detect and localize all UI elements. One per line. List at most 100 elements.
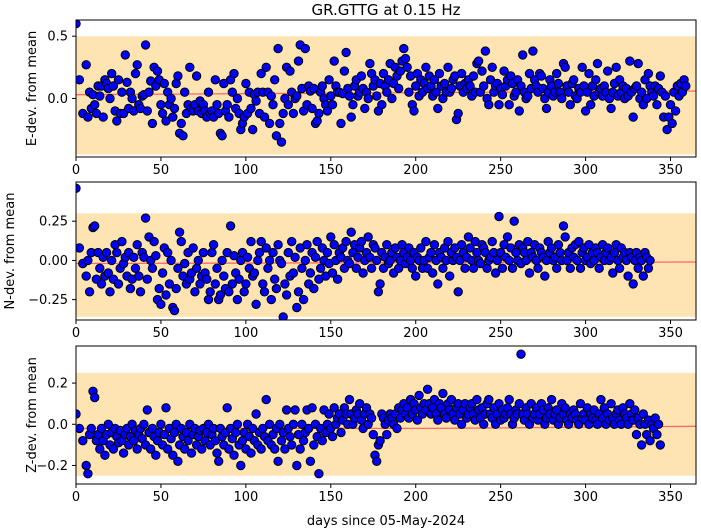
data-point bbox=[394, 83, 404, 94]
data-point bbox=[173, 71, 183, 81]
data-point bbox=[288, 268, 299, 278]
data-point bbox=[434, 68, 445, 79]
data-point bbox=[105, 287, 115, 297]
data-point bbox=[560, 232, 570, 242]
data-point bbox=[229, 251, 239, 261]
data-point bbox=[275, 419, 285, 429]
data-point bbox=[151, 450, 161, 460]
data-point bbox=[293, 56, 304, 66]
data-point bbox=[358, 268, 368, 278]
data-point bbox=[433, 103, 443, 114]
plot-area bbox=[76, 183, 696, 320]
data-point bbox=[372, 255, 382, 266]
data-point bbox=[341, 236, 351, 247]
data-point bbox=[377, 100, 387, 110]
data-point bbox=[528, 46, 538, 56]
data-point bbox=[292, 460, 302, 471]
data-point bbox=[210, 279, 221, 289]
data-point bbox=[402, 62, 412, 73]
data-point bbox=[560, 62, 570, 73]
data-point bbox=[516, 349, 526, 359]
data-point bbox=[453, 108, 463, 119]
data-point bbox=[375, 279, 385, 289]
data-point bbox=[248, 423, 258, 434]
data-point bbox=[324, 75, 334, 85]
x-tick-label: 150 bbox=[318, 490, 343, 505]
x-tick-label: 300 bbox=[573, 490, 598, 505]
data-point bbox=[246, 236, 256, 247]
data-point bbox=[468, 263, 479, 273]
data-point bbox=[662, 124, 672, 135]
data-point bbox=[370, 243, 380, 253]
data-point bbox=[366, 263, 377, 273]
data-point bbox=[322, 247, 333, 258]
data-point bbox=[378, 68, 389, 79]
data-point bbox=[572, 255, 582, 266]
data-point bbox=[304, 423, 314, 434]
data-point bbox=[309, 283, 319, 294]
data-point bbox=[258, 279, 268, 289]
data-point bbox=[159, 78, 170, 89]
data-point bbox=[643, 68, 654, 79]
data-point bbox=[540, 271, 550, 281]
data-point bbox=[168, 112, 178, 122]
data-point bbox=[212, 263, 222, 273]
data-point bbox=[324, 409, 334, 419]
data-point bbox=[266, 91, 276, 101]
axes-frame bbox=[75, 19, 697, 158]
data-point bbox=[409, 106, 419, 116]
data-point bbox=[168, 450, 178, 460]
data-point bbox=[152, 66, 163, 76]
data-point bbox=[298, 436, 309, 446]
data-point bbox=[219, 271, 229, 281]
data-point bbox=[151, 251, 161, 261]
x-axis-label: days since 05-May-2024 bbox=[307, 514, 465, 529]
data-point bbox=[606, 399, 616, 409]
data-point bbox=[541, 103, 552, 114]
data-point bbox=[305, 268, 316, 278]
data-point bbox=[120, 50, 131, 60]
data-point bbox=[375, 436, 385, 446]
data-point bbox=[214, 456, 224, 466]
data-point bbox=[317, 81, 327, 91]
data-point bbox=[248, 124, 258, 135]
data-point bbox=[439, 78, 450, 89]
data-point bbox=[147, 118, 158, 129]
data-point bbox=[263, 263, 273, 273]
data-point bbox=[95, 263, 105, 273]
data-point bbox=[636, 87, 647, 97]
data-point bbox=[103, 419, 114, 429]
data-point bbox=[514, 399, 524, 409]
data-point bbox=[518, 50, 528, 60]
data-point bbox=[108, 444, 119, 454]
data-point bbox=[327, 268, 338, 278]
data-point bbox=[502, 232, 513, 242]
data-point bbox=[372, 456, 382, 466]
data-point bbox=[355, 399, 365, 409]
data-point bbox=[283, 247, 293, 258]
data-point bbox=[433, 415, 443, 425]
data-point bbox=[438, 263, 448, 273]
data-point bbox=[307, 103, 317, 114]
data-point bbox=[254, 247, 265, 258]
data-point bbox=[261, 243, 271, 253]
data-point bbox=[176, 236, 187, 247]
data-point bbox=[552, 263, 562, 273]
data-point bbox=[399, 43, 409, 54]
x-tick-label: 100 bbox=[233, 326, 258, 341]
data-point bbox=[445, 271, 455, 281]
data-point bbox=[173, 263, 183, 273]
data-point bbox=[253, 255, 263, 266]
data-point bbox=[210, 436, 221, 446]
data-point bbox=[400, 53, 411, 64]
data-point bbox=[191, 71, 202, 81]
data-point bbox=[239, 287, 249, 297]
data-point bbox=[118, 448, 129, 458]
data-point bbox=[180, 87, 190, 97]
data-point bbox=[329, 240, 339, 250]
data-point bbox=[251, 409, 261, 419]
data-point bbox=[268, 100, 278, 110]
data-point bbox=[159, 429, 170, 440]
data-point bbox=[392, 423, 402, 434]
data-point bbox=[536, 71, 547, 81]
